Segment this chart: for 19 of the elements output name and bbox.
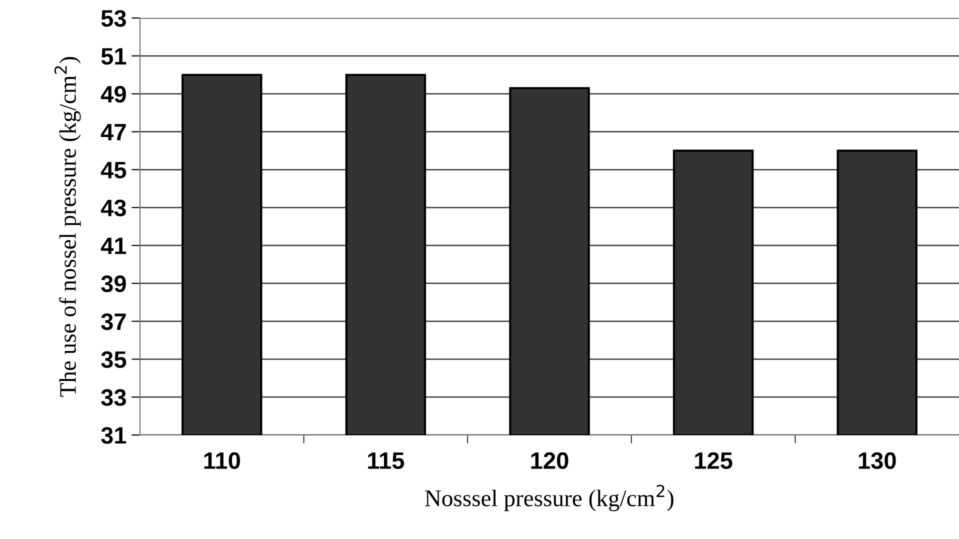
y-tick-label: 49 [100, 86, 126, 103]
y-tick-label: 43 [100, 200, 126, 216]
y-tick-label: 41 [100, 238, 126, 254]
x-tick-label: 115 [368, 452, 404, 470]
y-tick-label: 31 [101, 427, 126, 444]
x-tick-label: 125 [695, 452, 732, 470]
y-tick-label: 39 [101, 275, 126, 292]
y-tick-label: 47 [100, 124, 126, 140]
x-axis-title: Nosssel pressure (kg/cm$^{2}$) [425, 484, 674, 512]
y-tick-label: 37 [101, 313, 126, 330]
y-tick-label: 33 [101, 389, 126, 406]
x-tick-label: 110 [204, 452, 240, 470]
y-tick-label: 35 [101, 351, 126, 368]
x-tick-label: 130 [858, 452, 896, 470]
x-tick-label: 120 [531, 452, 568, 470]
y-tick-label: 53 [101, 10, 126, 27]
y-tick-label: 45 [100, 162, 126, 178]
y-tick-label: 51 [101, 48, 126, 65]
y-axis-title: The use of nossel pressure (kg/cm$^{2}$) [54, 57, 81, 397]
